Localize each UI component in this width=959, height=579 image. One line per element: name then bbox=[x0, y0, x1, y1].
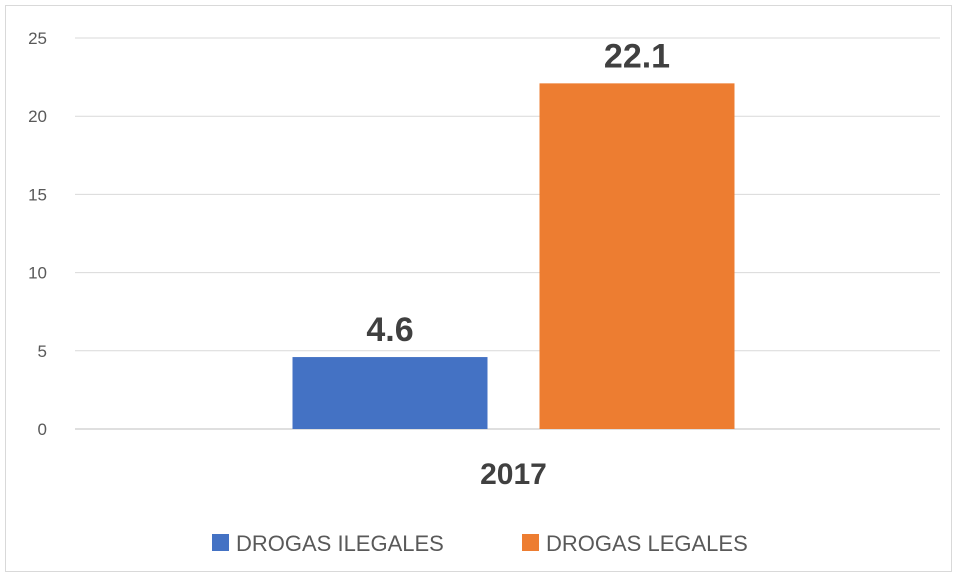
y-tick-label: 10 bbox=[28, 264, 47, 283]
y-tick-label: 20 bbox=[28, 107, 47, 126]
y-tick-label: 15 bbox=[28, 185, 47, 204]
legend-label: DROGAS LEGALES bbox=[546, 531, 748, 556]
y-tick-label: 25 bbox=[28, 29, 47, 48]
bar bbox=[292, 357, 488, 429]
category-label: 2017 bbox=[480, 458, 547, 491]
legend-swatch bbox=[212, 534, 229, 551]
y-axis-ticks: 0 5 10 15 20 25 bbox=[28, 29, 47, 439]
y-tick-label: 5 bbox=[38, 342, 47, 361]
data-label: 22.1 bbox=[604, 37, 670, 75]
legend-label: DROGAS ILEGALES bbox=[236, 531, 444, 556]
gridlines bbox=[75, 37, 940, 430]
data-label: 4.6 bbox=[366, 311, 413, 349]
bar bbox=[539, 83, 735, 429]
y-tick-label: 0 bbox=[38, 420, 47, 439]
bars bbox=[292, 83, 735, 429]
legend: DROGAS ILEGALES DROGAS LEGALES bbox=[212, 531, 748, 556]
chart-frame bbox=[5, 5, 952, 572]
data-labels: 4.6 22.1 bbox=[366, 37, 670, 349]
category-labels: 2017 bbox=[480, 458, 547, 491]
legend-swatch bbox=[522, 534, 539, 551]
